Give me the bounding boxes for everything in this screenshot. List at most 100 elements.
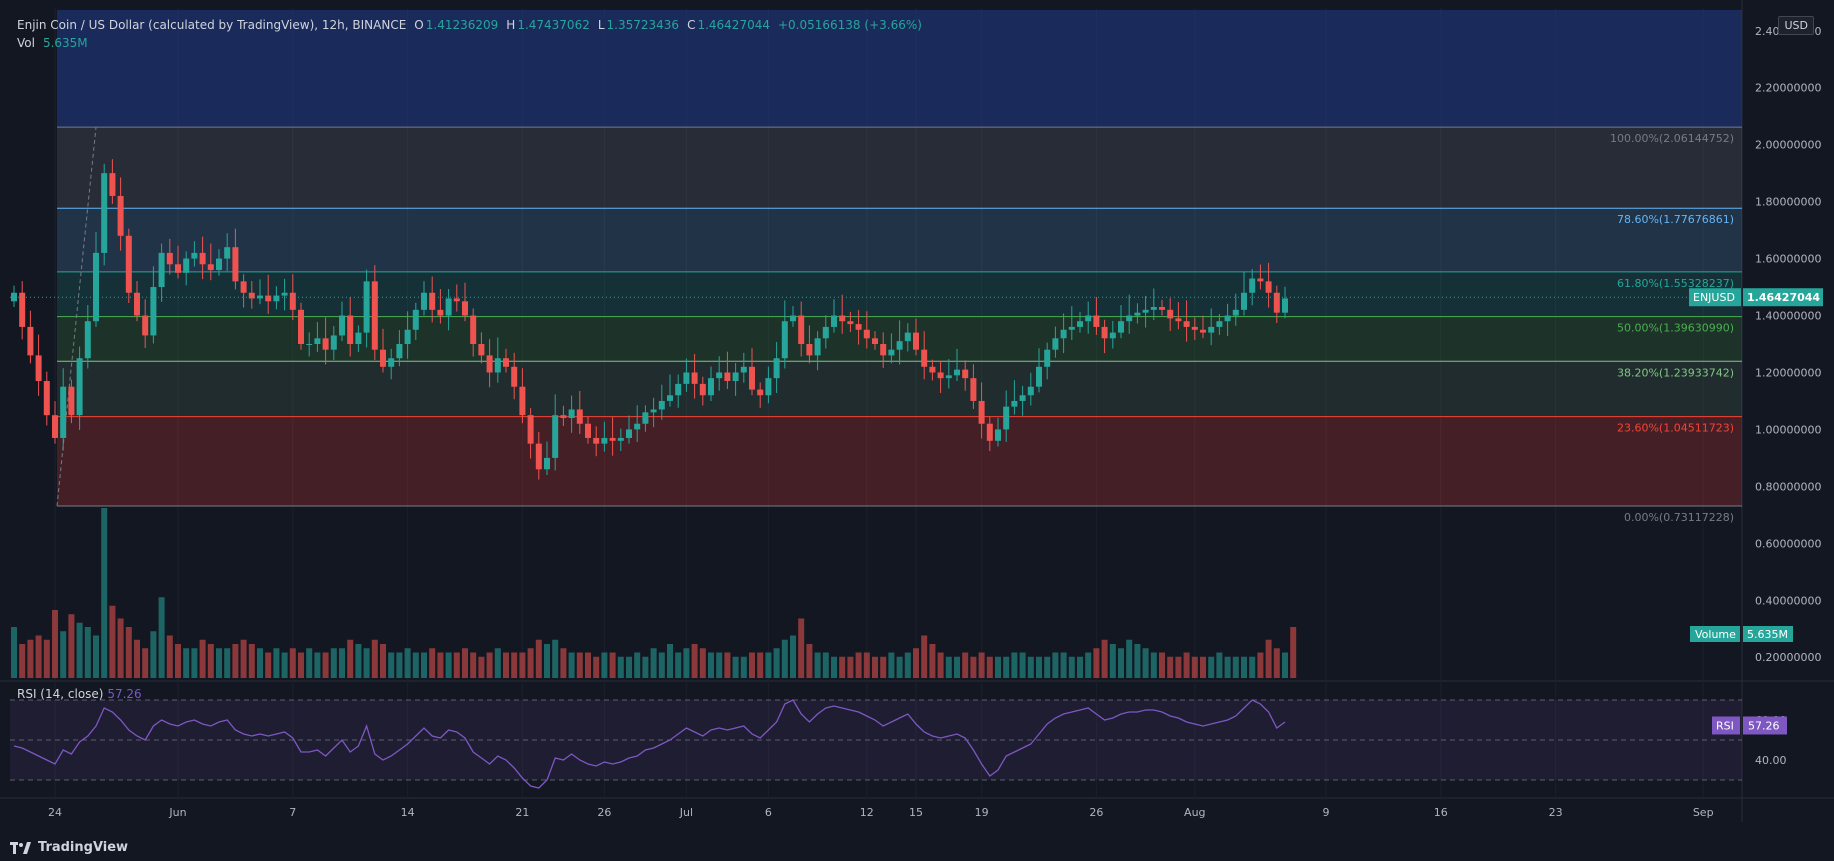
volume-bar — [1241, 656, 1247, 678]
candle-body — [462, 301, 468, 316]
candle-body — [798, 315, 805, 344]
volume-bar — [84, 627, 91, 678]
volume-bar — [1027, 656, 1034, 678]
volume-bar — [822, 652, 829, 678]
volume-bar — [913, 648, 919, 678]
price-tick-label: 1.80000000 — [1755, 196, 1821, 209]
volume-bar — [658, 652, 665, 678]
candle-body — [76, 358, 83, 416]
fib-zone — [57, 208, 1742, 272]
candle-body — [576, 409, 583, 424]
fib-level-label: 78.60%(1.77676861) — [1617, 213, 1734, 226]
candle-body — [978, 400, 985, 424]
candle-body — [740, 366, 747, 373]
volume-bar — [724, 652, 731, 678]
volume-bar — [929, 644, 936, 678]
volume-bar — [68, 614, 75, 678]
volume-bar — [43, 639, 50, 678]
candle-body — [658, 400, 665, 410]
volume-bar — [1126, 639, 1133, 678]
volume-bar — [568, 652, 575, 678]
close-value: 1.46427044 — [697, 18, 770, 32]
volume-bar — [421, 652, 427, 678]
candle-body — [1093, 315, 1100, 327]
price-tick-label: 0.40000000 — [1755, 594, 1821, 607]
candle-body — [1052, 338, 1059, 350]
candle-body — [872, 338, 878, 344]
volume-bar — [1060, 652, 1067, 678]
candle-body — [339, 315, 345, 336]
candle-body — [421, 292, 427, 310]
symbol-title[interactable]: Enjin Coin / US Dollar (calculated by Tr… — [17, 18, 407, 32]
candle-body — [1241, 292, 1247, 310]
candle-body — [683, 372, 690, 384]
candle-body — [322, 338, 329, 350]
volume-bar — [1052, 652, 1059, 678]
volume-bar — [1019, 652, 1026, 678]
volume-bar — [470, 652, 477, 678]
tradingview-logo-icon — [10, 841, 31, 854]
volume-bar — [273, 648, 280, 678]
volume-bar — [1175, 656, 1182, 678]
volume-bar — [855, 652, 862, 678]
volume-bar — [740, 656, 747, 678]
candle-body — [1167, 309, 1174, 319]
fib-zone — [57, 127, 1742, 209]
fib-level-label: 0.00%(0.73117228) — [1624, 511, 1734, 524]
volume-bar — [954, 656, 960, 678]
volume-bar — [650, 648, 657, 678]
last-price-symbol: ENJUSD — [1693, 291, 1735, 304]
candle-body — [314, 338, 321, 344]
candle-body — [150, 287, 157, 336]
volume-bar — [101, 508, 108, 678]
volume-bar — [1216, 652, 1223, 678]
candle-body — [847, 321, 854, 325]
volume-bar — [257, 648, 263, 678]
volume-bar — [109, 605, 116, 678]
price-change: +0.05166138 (+3.66%) — [777, 18, 922, 32]
time-tick-label: Aug — [1184, 806, 1205, 819]
candle-body — [1191, 326, 1198, 330]
tradingview-brand: TradingView — [38, 840, 129, 855]
candle-body — [1085, 315, 1092, 322]
currency-button[interactable]: USD — [1778, 16, 1814, 35]
tradingview-footer[interactable]: TradingView — [10, 840, 128, 855]
candle-body — [724, 372, 731, 382]
top-band-zone — [57, 10, 1742, 128]
volume-bar — [429, 648, 436, 678]
candle-body — [585, 423, 591, 438]
candle-body — [781, 321, 788, 359]
candle-body — [790, 315, 796, 322]
candle-body — [93, 252, 99, 322]
candle-body — [404, 329, 411, 344]
volume-bar — [265, 652, 272, 678]
candle-body — [84, 321, 91, 359]
rsi-legend-label[interactable]: RSI (14, close) — [17, 687, 104, 701]
volume-bar — [355, 644, 362, 678]
fib-level-label: 61.80%(1.55328237) — [1617, 277, 1734, 290]
volume-bar — [142, 648, 149, 678]
candle-body — [486, 355, 493, 373]
volume-bar — [921, 635, 928, 678]
volume-bar — [617, 656, 624, 678]
price-tick-label: 0.20000000 — [1755, 651, 1821, 664]
volume-bar — [322, 652, 329, 678]
candle-body — [921, 349, 928, 367]
volume-bar — [216, 648, 222, 678]
volume-bar — [716, 652, 723, 678]
candle-body — [831, 315, 837, 327]
volume-bar — [1249, 656, 1256, 678]
candle-body — [1011, 400, 1018, 407]
volume-bar — [404, 648, 411, 678]
candle-body — [552, 415, 559, 458]
candle-body — [1175, 318, 1182, 322]
candle-body — [617, 437, 624, 441]
volume-bar — [937, 652, 944, 678]
fib-level-label: 100.00%(2.06144752) — [1610, 132, 1734, 145]
candle-body — [544, 457, 550, 470]
candle-body — [298, 309, 304, 344]
candle-body — [1216, 321, 1223, 327]
candle-body — [183, 258, 190, 273]
volume-bar — [872, 656, 878, 678]
